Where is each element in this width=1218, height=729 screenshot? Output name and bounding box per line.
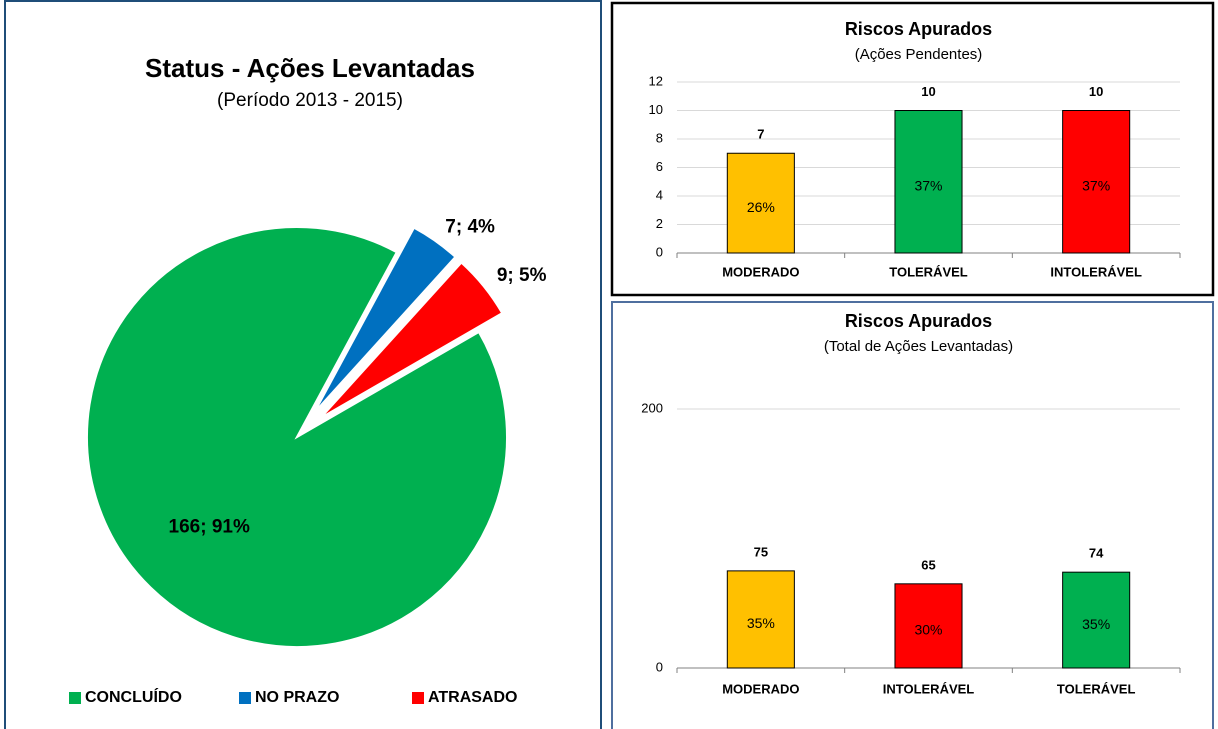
pie-slice (86, 226, 508, 648)
legend-label: CONCLUÍDO (85, 687, 182, 706)
y-tick-label: 12 (649, 73, 663, 88)
y-tick-label: 4 (656, 187, 663, 202)
percent-label: 37% (914, 177, 942, 193)
bar (1062, 110, 1131, 254)
y-tick-label: 200 (641, 400, 663, 415)
legend-swatch (412, 692, 424, 704)
bar (726, 570, 795, 669)
value-label: 10 (1089, 84, 1103, 99)
pie-label: 9; 5% (497, 265, 547, 286)
chart-title: Riscos Apurados (845, 311, 992, 331)
chart-subtitle: (Ações Pendentes) (855, 46, 983, 63)
chart-title: Status - Ações Levantadas (145, 53, 475, 83)
chart-subtitle: (Período 2013 - 2015) (217, 90, 403, 111)
percent-label: 30% (914, 622, 942, 638)
x-tick-label: MODERADO (722, 264, 799, 279)
y-tick-label: 0 (656, 659, 663, 674)
legend-swatch (239, 692, 251, 704)
y-tick-label: 2 (656, 216, 663, 231)
x-tick-label: TOLERÁVEL (889, 264, 968, 279)
bar (894, 110, 963, 254)
y-tick-label: 0 (656, 244, 663, 259)
value-label: 75 (754, 544, 768, 559)
percent-label: 35% (1082, 616, 1110, 632)
x-tick-label: INTOLERÁVEL (883, 681, 975, 696)
bar (894, 583, 963, 669)
pie-slice (313, 226, 457, 414)
legend-label: ATRASADO (428, 689, 517, 706)
bar (726, 152, 795, 254)
x-tick-label: INTOLERÁVEL (1050, 264, 1142, 279)
pie-label: 7; 4% (445, 216, 495, 237)
chart-subtitle: (Total de Ações Levantadas) (824, 338, 1013, 355)
x-tick-label: TOLERÁVEL (1057, 681, 1136, 696)
value-label: 7 (757, 127, 764, 142)
x-tick-label: MODERADO (722, 681, 799, 696)
y-tick-label: 6 (656, 159, 663, 174)
bar (1062, 571, 1131, 669)
legend-swatch (69, 692, 81, 704)
value-label: 10 (921, 84, 935, 99)
percent-label: 37% (1082, 177, 1110, 193)
value-label: 65 (921, 557, 935, 572)
y-tick-label: 8 (656, 130, 663, 145)
legend-label: NO PRAZO (255, 689, 339, 706)
chart-title: Riscos Apurados (845, 19, 992, 39)
value-label: 74 (1089, 546, 1104, 561)
y-tick-label: 10 (649, 102, 663, 117)
pie-label: 166; 91% (169, 516, 250, 537)
percent-label: 35% (747, 615, 775, 631)
percent-label: 26% (747, 199, 775, 215)
pie-slice (319, 261, 504, 420)
